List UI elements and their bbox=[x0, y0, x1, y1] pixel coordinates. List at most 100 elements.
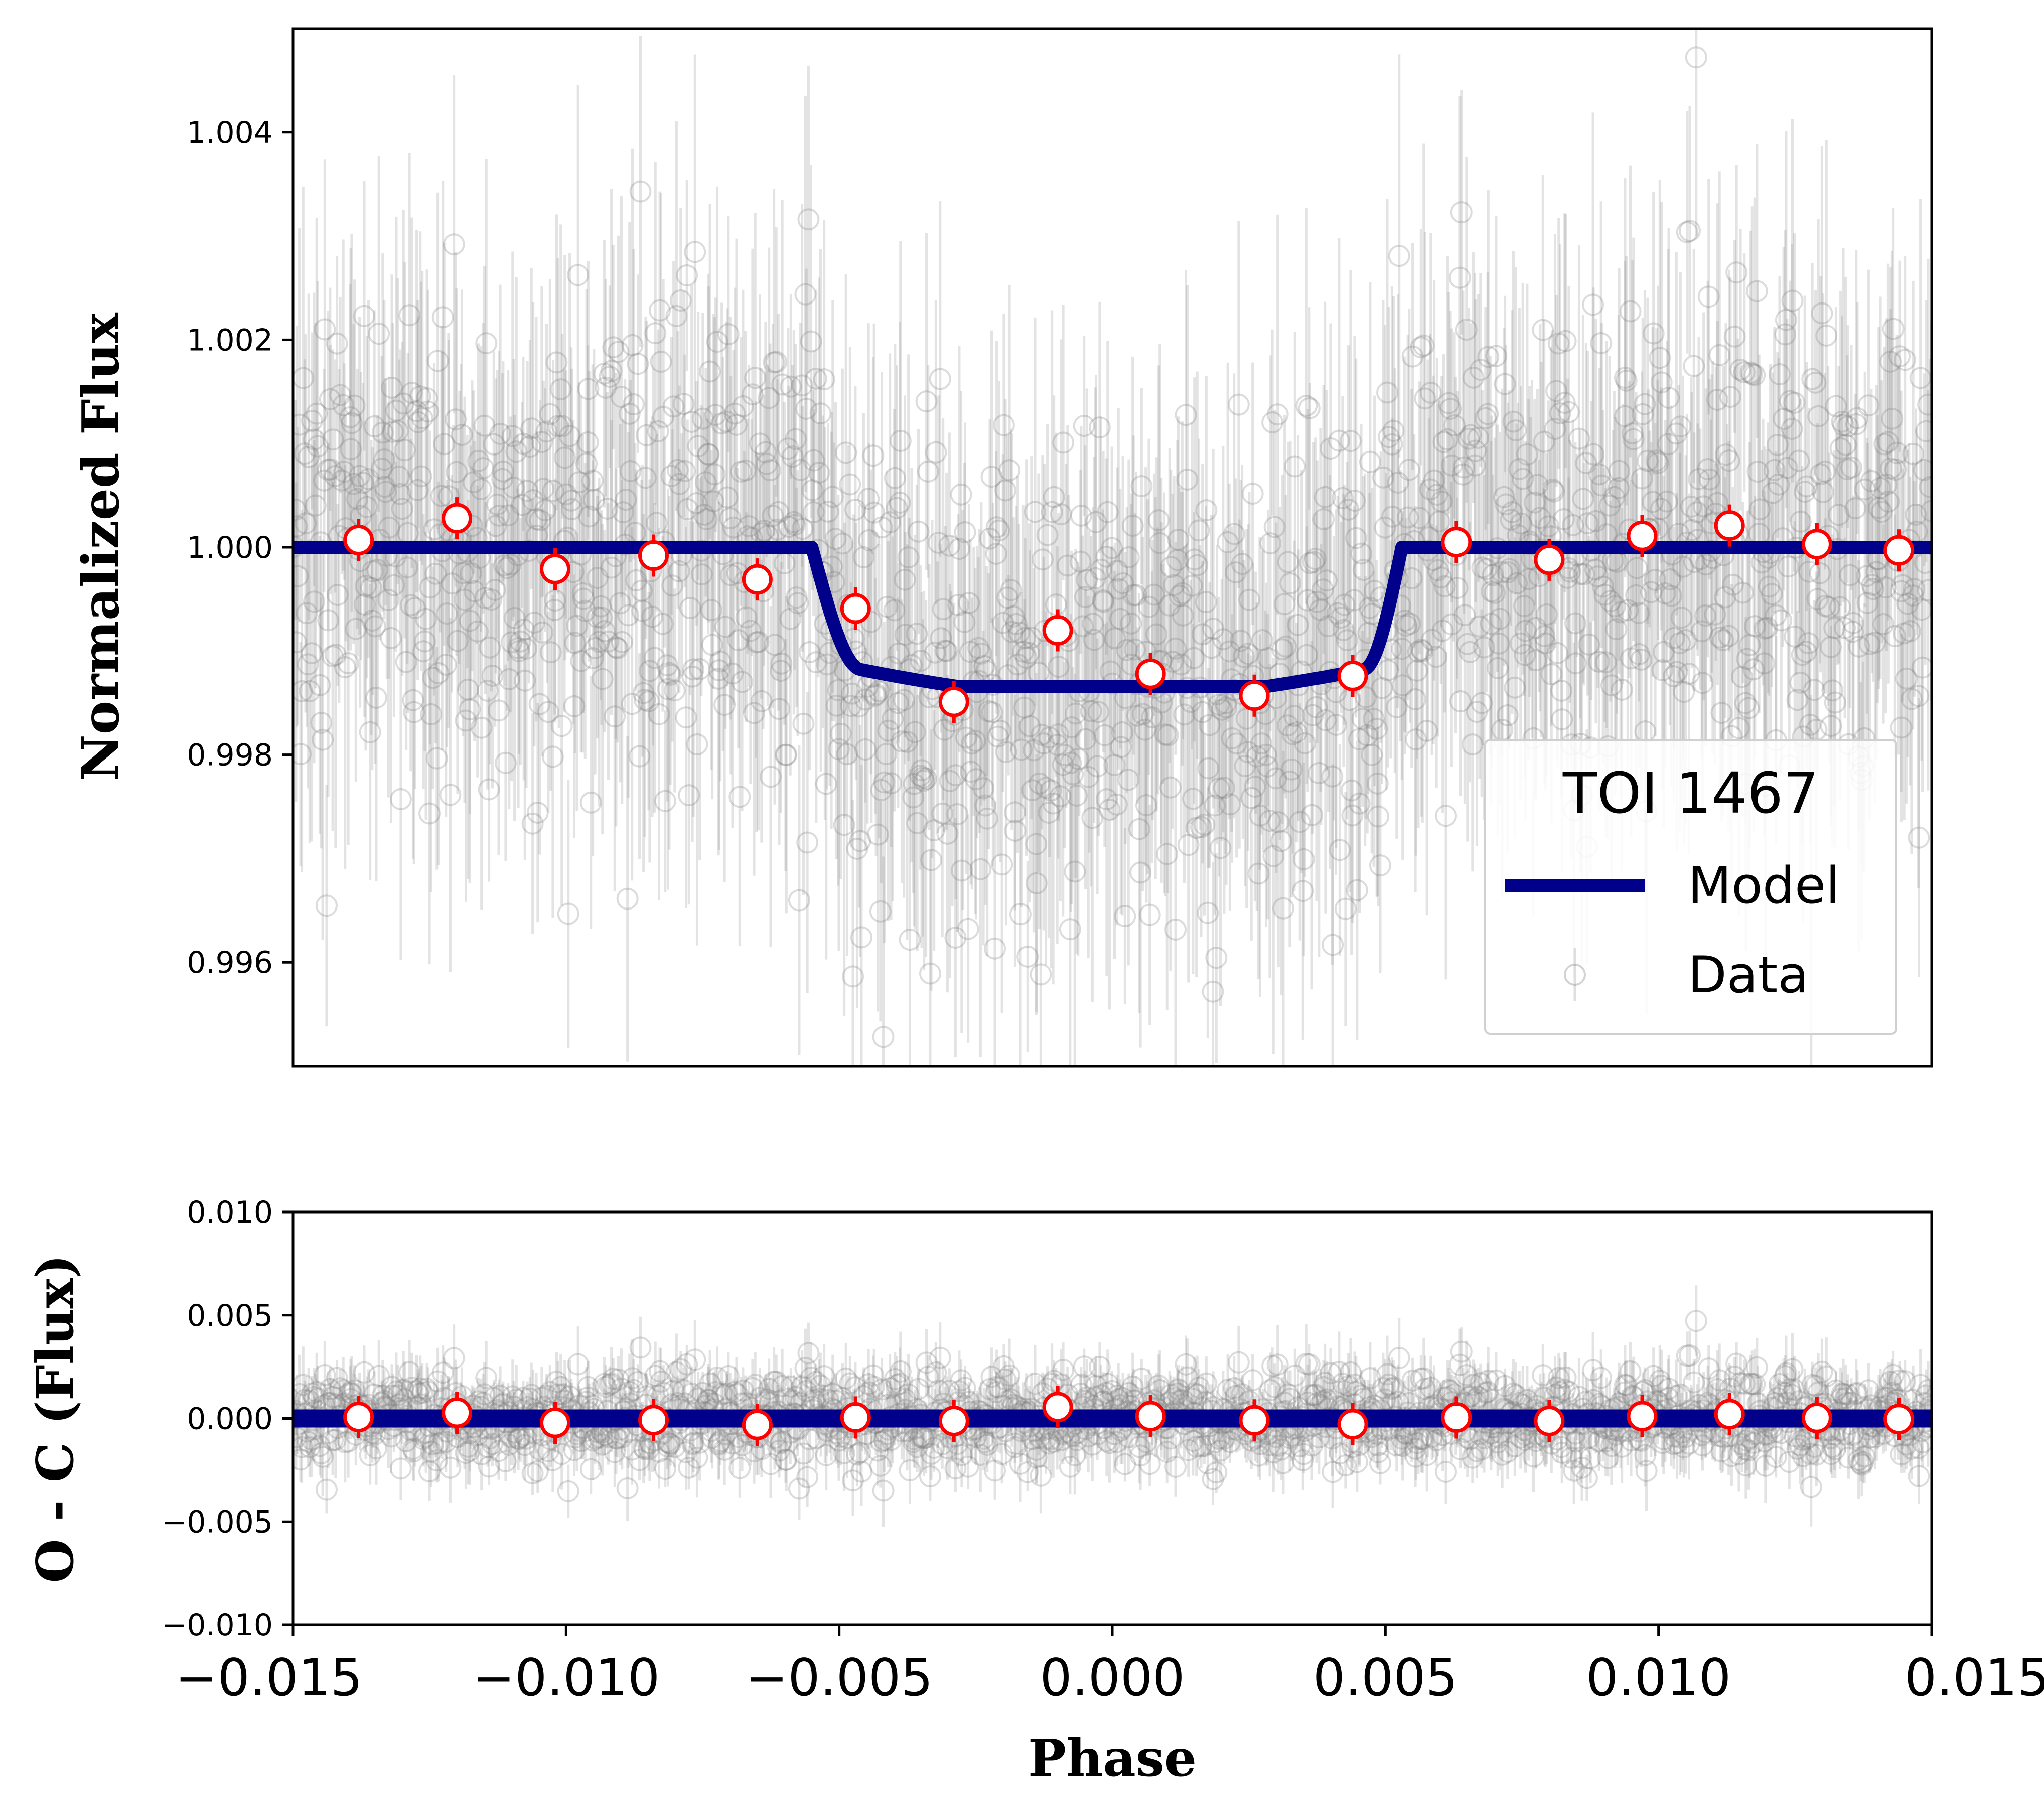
raw-point bbox=[558, 425, 581, 447]
raw-point bbox=[1582, 293, 1604, 316]
residual-point bbox=[1473, 1427, 1496, 1450]
raw-point bbox=[293, 515, 308, 538]
raw-point bbox=[313, 469, 335, 492]
raw-point bbox=[1729, 359, 1752, 381]
raw-point bbox=[597, 630, 620, 653]
raw-point bbox=[939, 770, 961, 792]
raw-point bbox=[978, 527, 1001, 550]
residual-point bbox=[1186, 1383, 1209, 1406]
raw-point bbox=[1060, 751, 1082, 774]
raw-point bbox=[1285, 721, 1308, 744]
raw-point bbox=[1505, 419, 1527, 442]
raw-point bbox=[1730, 666, 1753, 688]
residual-point bbox=[604, 1441, 626, 1463]
raw-point bbox=[661, 574, 684, 597]
residual-point bbox=[649, 1360, 671, 1383]
raw-point bbox=[634, 467, 657, 489]
residual-point bbox=[880, 1429, 903, 1451]
raw-point bbox=[451, 424, 473, 446]
raw-point bbox=[1489, 608, 1511, 630]
raw-point bbox=[877, 719, 900, 742]
raw-point bbox=[1766, 433, 1789, 456]
residual-point bbox=[1095, 1430, 1118, 1452]
residual-point bbox=[994, 1368, 1017, 1391]
legend-data-swatch bbox=[1564, 964, 1586, 986]
residual-point bbox=[475, 1367, 498, 1389]
raw-point bbox=[441, 572, 463, 595]
raw-point bbox=[553, 446, 576, 469]
raw-point bbox=[1501, 501, 1524, 523]
residual-point bbox=[627, 1371, 649, 1393]
raw-point bbox=[766, 518, 789, 541]
raw-point bbox=[1776, 457, 1798, 479]
raw-point bbox=[1412, 334, 1435, 357]
raw-point bbox=[1475, 558, 1498, 580]
raw-point bbox=[783, 511, 805, 533]
raw-point bbox=[353, 305, 375, 327]
raw-point bbox=[1292, 880, 1315, 902]
raw-point bbox=[781, 445, 804, 468]
residual-point bbox=[293, 1383, 311, 1405]
residual-point bbox=[1035, 1427, 1057, 1450]
raw-point bbox=[1890, 580, 1913, 602]
residual-point bbox=[870, 1378, 893, 1401]
binned-point bbox=[442, 503, 473, 534]
residual-point bbox=[797, 1342, 820, 1365]
residual-point bbox=[1449, 1438, 1472, 1460]
residual-point bbox=[1372, 1377, 1394, 1399]
residual-point bbox=[879, 1377, 901, 1399]
main-y-tick-label: 1.004 bbox=[187, 115, 273, 150]
raw-point bbox=[1562, 514, 1584, 536]
residual-point bbox=[392, 1379, 415, 1401]
residual-point bbox=[809, 1374, 832, 1397]
residual-point bbox=[978, 1378, 1001, 1400]
raw-point bbox=[825, 694, 848, 717]
raw-point bbox=[297, 653, 319, 676]
raw-point bbox=[421, 667, 444, 689]
raw-point bbox=[927, 532, 950, 554]
raw-point bbox=[815, 773, 837, 795]
residual-point bbox=[931, 1433, 954, 1455]
raw-point bbox=[1864, 631, 1886, 654]
raw-point bbox=[1047, 656, 1070, 678]
residual-point bbox=[725, 1383, 748, 1405]
raw-point bbox=[1891, 574, 1914, 596]
residual-point bbox=[1259, 1379, 1282, 1401]
raw-point bbox=[1317, 615, 1340, 638]
raw-point bbox=[1319, 437, 1342, 460]
raw-point bbox=[976, 807, 998, 830]
raw-point bbox=[1630, 648, 1653, 671]
residual-point bbox=[780, 1375, 802, 1398]
raw-point bbox=[1050, 503, 1072, 526]
residual-point bbox=[1270, 1438, 1292, 1461]
raw-point bbox=[1170, 653, 1192, 676]
residual-point bbox=[1076, 1386, 1098, 1409]
residual-point bbox=[869, 1454, 892, 1477]
raw-point bbox=[1861, 573, 1883, 596]
raw-point bbox=[370, 457, 393, 480]
residual-point bbox=[1406, 1432, 1428, 1454]
residual-point bbox=[622, 1379, 645, 1401]
raw-point bbox=[995, 740, 1017, 763]
raw-point bbox=[1743, 364, 1766, 386]
raw-point bbox=[770, 660, 792, 682]
raw-point bbox=[836, 743, 858, 766]
raw-point bbox=[1795, 475, 1818, 498]
raw-point bbox=[934, 639, 957, 662]
raw-point bbox=[936, 822, 959, 845]
raw-point bbox=[1917, 393, 1932, 416]
raw-point bbox=[1131, 703, 1154, 725]
residual-point bbox=[1040, 1428, 1062, 1450]
raw-point bbox=[1875, 473, 1898, 496]
raw-point bbox=[296, 602, 318, 625]
raw-point bbox=[1731, 581, 1754, 604]
residual-point bbox=[862, 1364, 885, 1387]
raw-point bbox=[1761, 583, 1783, 605]
raw-point bbox=[840, 695, 862, 717]
residual-point bbox=[293, 1436, 313, 1458]
residual-point bbox=[1204, 1431, 1226, 1453]
raw-point bbox=[1781, 418, 1803, 440]
raw-point bbox=[708, 659, 731, 682]
raw-point bbox=[862, 444, 885, 467]
